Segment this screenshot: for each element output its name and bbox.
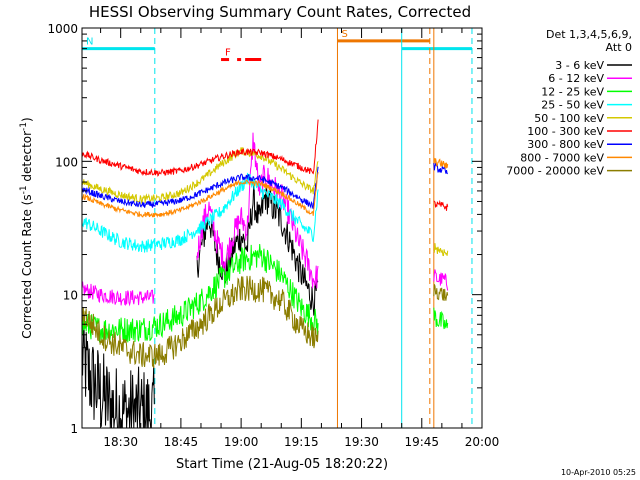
y-axis-label-main: Corrected Count Rate (s <box>20 194 34 338</box>
plot-area: N S F <box>81 28 473 429</box>
legend-label-3: 25 - 50 keV <box>541 99 604 112</box>
legend-header-detectors: Det 1,3,4,5,6,9, <box>546 28 632 41</box>
series-line-17 <box>433 284 449 301</box>
series-line-10 <box>81 119 319 177</box>
x-tick-label: 19:30 <box>344 435 379 449</box>
legend-header-attenuator: Att 0 <box>606 41 632 54</box>
legend-label-8: 7000 - 20000 keV <box>506 165 604 178</box>
series-line-1 <box>196 184 319 316</box>
x-tick-label: 18:45 <box>164 435 199 449</box>
x-tick-label: 18:30 <box>103 435 138 449</box>
series-line-6 <box>433 307 449 330</box>
series-line-16 <box>81 275 319 369</box>
flag-label-N: N <box>86 37 93 48</box>
x-axis-label: Start Time (21-Aug-05 18:20:22) <box>176 457 388 472</box>
series-line-14 <box>81 172 319 218</box>
y-axis: 1 10 100 1000 <box>47 22 482 436</box>
legend-label-2: 12 - 25 keV <box>541 85 604 98</box>
x-tick-label: 19:15 <box>284 435 319 449</box>
legend-label-4: 50 - 100 keV <box>534 112 604 125</box>
y-axis-label-mid: detector <box>20 131 34 186</box>
y-axis-label-exp-2: -1 <box>19 122 29 131</box>
series-line-4 <box>433 269 449 291</box>
series-line-3 <box>196 132 319 289</box>
timestamp: 10-Apr-2010 05:25 <box>561 468 636 477</box>
series-line-7 <box>81 172 319 253</box>
series-line-8 <box>81 147 319 205</box>
plot-frame <box>81 27 483 429</box>
y-tick-label: 10 <box>63 289 78 303</box>
series-line-15 <box>433 157 449 169</box>
chart-title: HESSI Observing Summary Count Rates, Cor… <box>89 3 471 21</box>
y-axis-label: Corrected Count Rate (s-1 detector-1) <box>19 117 34 338</box>
series-line-13 <box>433 162 448 175</box>
legend-label-1: 6 - 12 keV <box>548 72 604 85</box>
series-line-2 <box>81 281 155 307</box>
x-axis: 18:30 18:45 19:00 19:15 19:30 19:45 20:00 <box>100 28 500 449</box>
y-tick-label: 100 <box>55 155 78 169</box>
x-tick-label: 20:00 <box>465 435 500 449</box>
legend-label-7: 800 - 7000 keV <box>520 151 604 164</box>
legend-label-0: 3 - 6 keV <box>555 59 604 72</box>
flag-label-S: S <box>341 29 347 40</box>
y-tick-label: 1000 <box>47 22 78 36</box>
flag-label-F: F <box>225 48 231 59</box>
legend-label-5: 100 - 300 keV <box>527 125 604 138</box>
series-line-12 <box>81 166 319 209</box>
x-tick-label: 19:00 <box>224 435 259 449</box>
series-line-5 <box>81 243 319 344</box>
y-axis-label-end: ) <box>20 117 34 122</box>
series-line-9 <box>433 243 449 257</box>
legend-label-6: 300 - 800 keV <box>527 138 604 151</box>
y-axis-label-exp-1: -1 <box>19 185 29 194</box>
series-line-11 <box>433 199 449 211</box>
y-tick-label: 1 <box>70 422 78 436</box>
x-tick-label: 19:45 <box>404 435 439 449</box>
